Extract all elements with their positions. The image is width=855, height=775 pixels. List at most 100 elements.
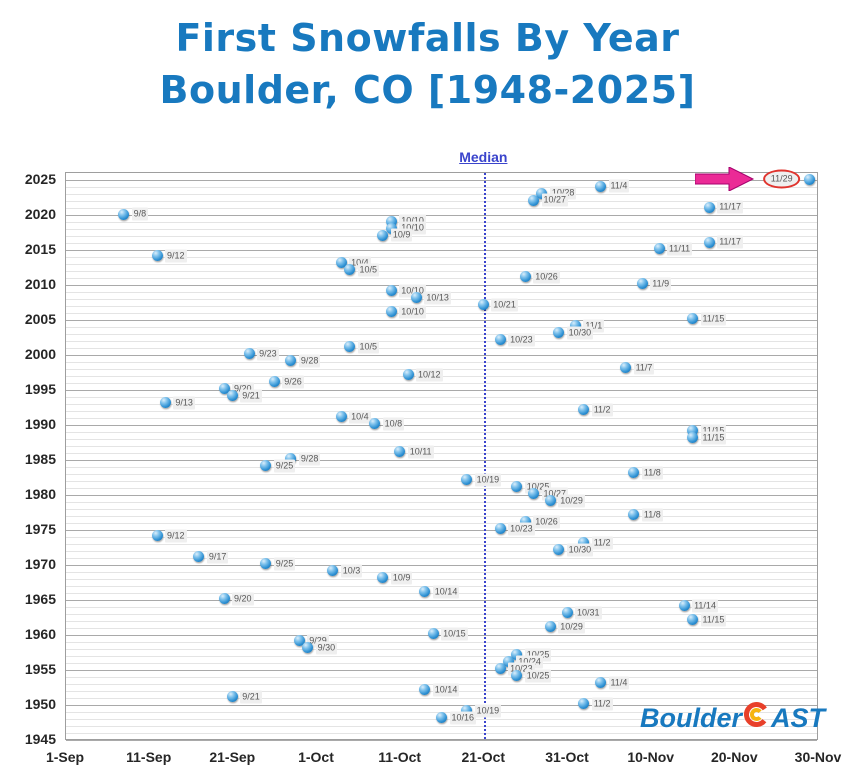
gridline [66, 249, 817, 251]
gridline [66, 697, 817, 699]
y-axis-label: 2005 [24, 310, 56, 327]
data-point [511, 649, 523, 661]
gridline [66, 732, 817, 734]
data-point [377, 229, 389, 241]
data-point-label: 11/7 [633, 361, 655, 375]
gridline [66, 564, 817, 566]
data-point-label: 10/15 [441, 627, 468, 641]
gridline [66, 550, 817, 552]
data-point [226, 390, 238, 402]
data-point-label: 10/29 [558, 620, 585, 634]
x-axis-label: 21-Sep [209, 749, 256, 765]
data-point-label: 9/23 [257, 347, 279, 361]
data-point-label: 10/3 [340, 564, 363, 578]
x-axis-label: 1-Sep [45, 749, 85, 765]
data-point-label: 10/29 [558, 494, 585, 508]
x-axis-label: 20-Nov [710, 749, 758, 765]
data-point-label: 11/17 [717, 200, 744, 214]
gridline [66, 466, 817, 468]
data-point-label: 10/27 [541, 193, 569, 207]
data-point-label: 10/23 [508, 333, 535, 347]
data-point [268, 376, 280, 388]
gridline [66, 725, 817, 727]
data-point [385, 285, 397, 297]
data-point-label: 9/30 [315, 641, 338, 655]
data-point-label: 11/2 [591, 536, 613, 550]
gridline [66, 396, 817, 398]
y-axis-label: 1995 [24, 380, 56, 397]
data-point [536, 187, 548, 199]
gridline [66, 431, 817, 433]
gridline [66, 236, 817, 237]
x-axis-label: 11-Sep [126, 749, 172, 765]
gridline [66, 473, 817, 475]
y-axis-label: 2025 [24, 171, 56, 187]
gridline [66, 333, 817, 335]
gridline [66, 445, 817, 447]
data-point [436, 712, 447, 724]
data-point-label: 10/19 [474, 704, 502, 718]
gridline [66, 662, 817, 664]
gridline [66, 417, 817, 419]
gridline [66, 361, 817, 363]
data-point [569, 320, 581, 332]
data-point-label: 10/14 [432, 683, 460, 697]
median-label: Median [459, 149, 508, 165]
data-point-label: 11/4 [608, 676, 630, 690]
gridline [66, 508, 817, 510]
data-point [578, 537, 590, 549]
gridline [66, 403, 817, 405]
data-point [285, 355, 297, 367]
data-point [419, 586, 431, 598]
gridline [66, 599, 817, 601]
data-point-label: 9/25 [273, 459, 296, 473]
data-point [628, 467, 640, 479]
data-point-label: 10/13 [424, 291, 451, 305]
data-point [578, 404, 590, 416]
gridline [66, 256, 817, 258]
gridline [66, 613, 817, 615]
gridline [66, 263, 817, 265]
gridline [66, 620, 817, 622]
y-axis-label: 1970 [24, 555, 56, 572]
data-point [369, 418, 381, 430]
data-point-label: 9/12 [165, 529, 187, 543]
gridline [66, 522, 817, 524]
gridline [66, 529, 817, 531]
data-point [427, 628, 439, 640]
gridline [66, 326, 817, 328]
data-point [410, 292, 422, 304]
chart-title-line2: Boulder, CO [1948-2025] [159, 68, 696, 113]
data-point-label: 10/21 [491, 298, 518, 312]
gridline [66, 536, 817, 538]
gridline [66, 459, 817, 461]
data-point [344, 341, 355, 353]
data-point-label: 9/12 [165, 249, 187, 263]
gridline [66, 515, 817, 517]
x-axis-label: 21-Oct [461, 749, 506, 765]
data-point [335, 411, 347, 423]
gridline [66, 424, 817, 426]
data-point [620, 362, 632, 374]
data-point [394, 446, 406, 458]
data-point-label: 11/29 [762, 169, 801, 189]
data-point-label: 10/9 [390, 571, 413, 585]
data-point-label: 9/21 [240, 690, 262, 704]
data-point [544, 621, 556, 633]
logo-text-cast: AST [771, 702, 825, 733]
data-point-label: 10/4 [349, 410, 371, 424]
x-axis-label: 30-Nov [794, 749, 842, 765]
data-point-label: 11/11 [667, 242, 693, 256]
gridline [66, 389, 817, 391]
gridline [66, 501, 817, 503]
data-point [293, 635, 305, 647]
data-point [703, 236, 715, 248]
data-point-label: 11/4 [608, 179, 630, 193]
gridline [66, 487, 817, 489]
data-point [260, 558, 272, 570]
data-point [302, 642, 314, 654]
data-point [561, 607, 573, 619]
gridline [66, 452, 817, 454]
data-point [578, 698, 590, 710]
data-point [218, 593, 230, 605]
